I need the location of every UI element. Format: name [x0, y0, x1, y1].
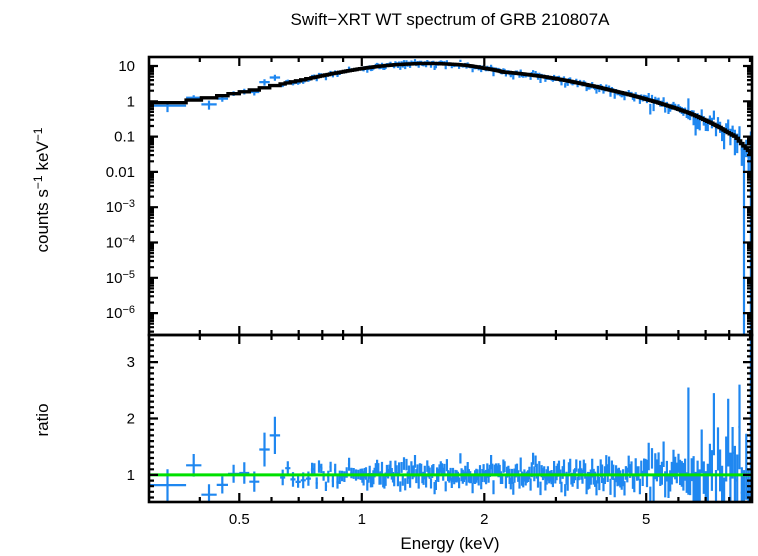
spectrum-y-tick-label: 10−5 — [106, 269, 135, 287]
ratio-y-tick-label: 2 — [127, 411, 135, 428]
spectrum-y-tick-label: 10−4 — [106, 234, 135, 252]
y-label-text-2: keV — [33, 141, 52, 171]
y-label-sup-2: −1 — [31, 127, 45, 141]
ratio-y-tick-label: 3 — [127, 354, 135, 371]
spectrum-y-tick-label: 10−3 — [106, 198, 135, 216]
ratio-data-points — [149, 335, 752, 502]
ratio-panel-frame — [147, 333, 754, 504]
model-curve — [149, 61, 752, 155]
spectrum-y-tick-label: 10−6 — [106, 304, 135, 322]
y-label-sup-1: −1 — [31, 175, 45, 189]
spectrum-data-points — [149, 59, 752, 335]
figure-title: Swift−XRT WT spectrum of GRB 210807A — [291, 10, 611, 29]
spectrum-panel-frame — [147, 55, 754, 337]
x-axis-label: Energy (keV) — [400, 534, 499, 553]
axis-ticks — [149, 57, 752, 502]
x-tick-label: 0.5 — [229, 511, 250, 528]
x-tick-label: 1 — [358, 511, 366, 528]
x-tick-label: 2 — [480, 511, 488, 528]
x-tick-label: 5 — [642, 511, 650, 528]
spectrum-y-tick-label: 10 — [118, 58, 135, 75]
spectrum-y-tick-label: 0.01 — [106, 164, 135, 181]
ratio-y-tick-label: 1 — [127, 467, 135, 484]
plot-content: 10 1 0.1 0.01 10−3 10−4 10−5 10−6 1 2 3 0.5 1 2 5 — [106, 55, 754, 528]
y-label-text-1: counts s — [33, 189, 52, 252]
spectrum-y-tick-label: 1 — [127, 93, 135, 110]
ratio-y-axis-label: ratio — [33, 403, 52, 436]
top-y-axis-label: counts s−1keV−1 — [31, 127, 52, 252]
spectrum-y-tick-label: 0.1 — [114, 129, 135, 146]
